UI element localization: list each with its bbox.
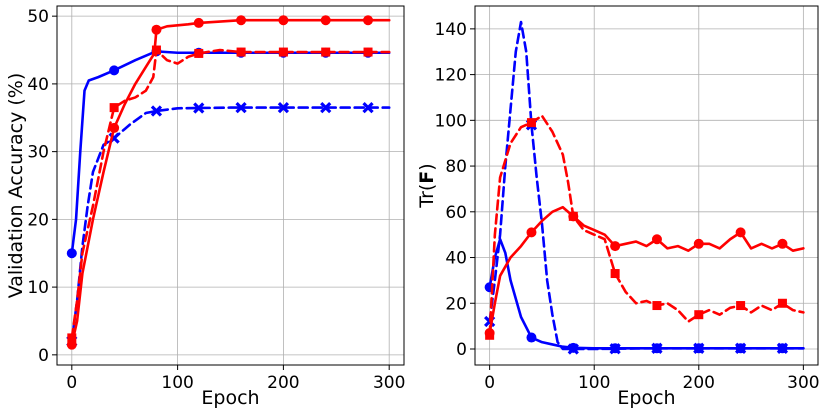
data-point-marker <box>777 298 787 308</box>
x-tick-label: 100 <box>578 373 610 393</box>
x-tick-label: 200 <box>267 373 299 393</box>
y-tick-label: 50 <box>27 7 49 27</box>
y-axis-label: Tr(F) <box>416 163 438 208</box>
data-point-marker <box>320 15 331 26</box>
y-axis-label: Validation Accuracy (%) <box>5 73 27 299</box>
data-point-marker <box>109 65 120 76</box>
series-line-2 <box>488 205 805 335</box>
x-tick-label: 200 <box>683 373 715 393</box>
data-point-marker <box>609 343 621 355</box>
data-point-marker <box>278 47 288 57</box>
data-point-marker <box>66 248 77 259</box>
data-point-marker <box>526 227 537 238</box>
y-axis-label-bold: F <box>416 171 438 184</box>
data-point-marker <box>776 342 789 354</box>
data-point-marker <box>235 101 247 114</box>
data-point-marker <box>193 17 204 28</box>
y-tick-label: 120 <box>435 66 467 86</box>
data-point-marker <box>277 101 290 114</box>
data-point-marker <box>735 227 746 238</box>
data-point-marker <box>109 103 119 113</box>
data-point-marker <box>236 47 246 57</box>
y-tick-label: 0 <box>38 346 49 366</box>
data-point-marker <box>485 330 495 340</box>
x-tick-label: 0 <box>484 373 495 393</box>
series-line-0 <box>488 237 805 350</box>
data-point-marker <box>736 301 746 311</box>
x-axis-label: Epoch <box>201 387 259 409</box>
data-point-marker <box>652 301 662 311</box>
series-line-1 <box>70 106 391 343</box>
y-tick-label: 60 <box>445 203 467 223</box>
data-point-marker <box>236 15 247 26</box>
x-axis-label: Epoch <box>617 387 675 409</box>
data-point-marker <box>526 118 536 128</box>
y-tick-label: 80 <box>445 157 467 177</box>
series-group <box>484 20 805 355</box>
y-axis-label-suffix: ) <box>416 163 438 170</box>
y-tick-label: 0 <box>456 340 467 360</box>
data-point-marker <box>610 269 620 279</box>
y-tick-label: 40 <box>27 75 49 95</box>
data-point-marker <box>734 342 747 354</box>
data-point-marker <box>194 48 204 58</box>
data-point-marker <box>109 122 120 133</box>
y-axis-label-prefix: Tr( <box>416 184 438 209</box>
y-tick-label: 140 <box>435 20 467 40</box>
plot-frame <box>56 5 405 366</box>
series-line-0 <box>70 50 391 255</box>
x-tick-label: 300 <box>787 373 819 393</box>
data-point-marker <box>363 15 374 26</box>
series-group <box>66 15 391 350</box>
data-point-marker <box>694 310 704 320</box>
data-point-marker <box>151 45 161 55</box>
y-tick-label: 10 <box>27 278 49 298</box>
data-point-marker <box>363 47 373 57</box>
data-point-marker <box>67 333 77 343</box>
y-tick-label: 100 <box>435 111 467 131</box>
data-point-marker <box>693 238 704 249</box>
data-point-marker <box>278 15 289 26</box>
accuracy-chart: 0 100 200 300 0 10 20 30 40 50 Epoch Validation Acc… <box>5 5 405 409</box>
data-point-marker <box>362 101 374 114</box>
series-line-2 <box>70 18 391 346</box>
data-point-marker <box>610 241 621 252</box>
data-point-marker <box>693 342 705 354</box>
data-point-marker <box>651 342 663 354</box>
y-tick-label: 20 <box>445 294 467 314</box>
x-tick-label: 300 <box>373 373 405 393</box>
y-tick-label: 40 <box>445 249 467 269</box>
x-tick-label: 100 <box>161 373 193 393</box>
data-point-marker <box>568 211 578 221</box>
x-tick-label: 0 <box>66 373 77 393</box>
data-point-marker <box>321 47 331 57</box>
series-line-3 <box>70 48 391 340</box>
data-point-marker <box>150 105 163 117</box>
y-tick-label: 30 <box>27 143 49 163</box>
series-line-1 <box>488 20 805 351</box>
data-point-marker <box>777 238 788 249</box>
data-point-marker <box>526 332 537 343</box>
data-point-marker <box>320 101 332 114</box>
data-point-marker <box>651 234 662 245</box>
data-point-marker <box>193 102 205 114</box>
data-point-marker <box>567 343 579 355</box>
trace-chart: 0 100 200 300 0 20 40 60 80 100 120 140 Epoch Tr(F) <box>416 5 820 409</box>
data-point-marker <box>151 24 162 35</box>
plot-frame <box>474 5 819 366</box>
y-tick-label: 20 <box>27 210 49 230</box>
